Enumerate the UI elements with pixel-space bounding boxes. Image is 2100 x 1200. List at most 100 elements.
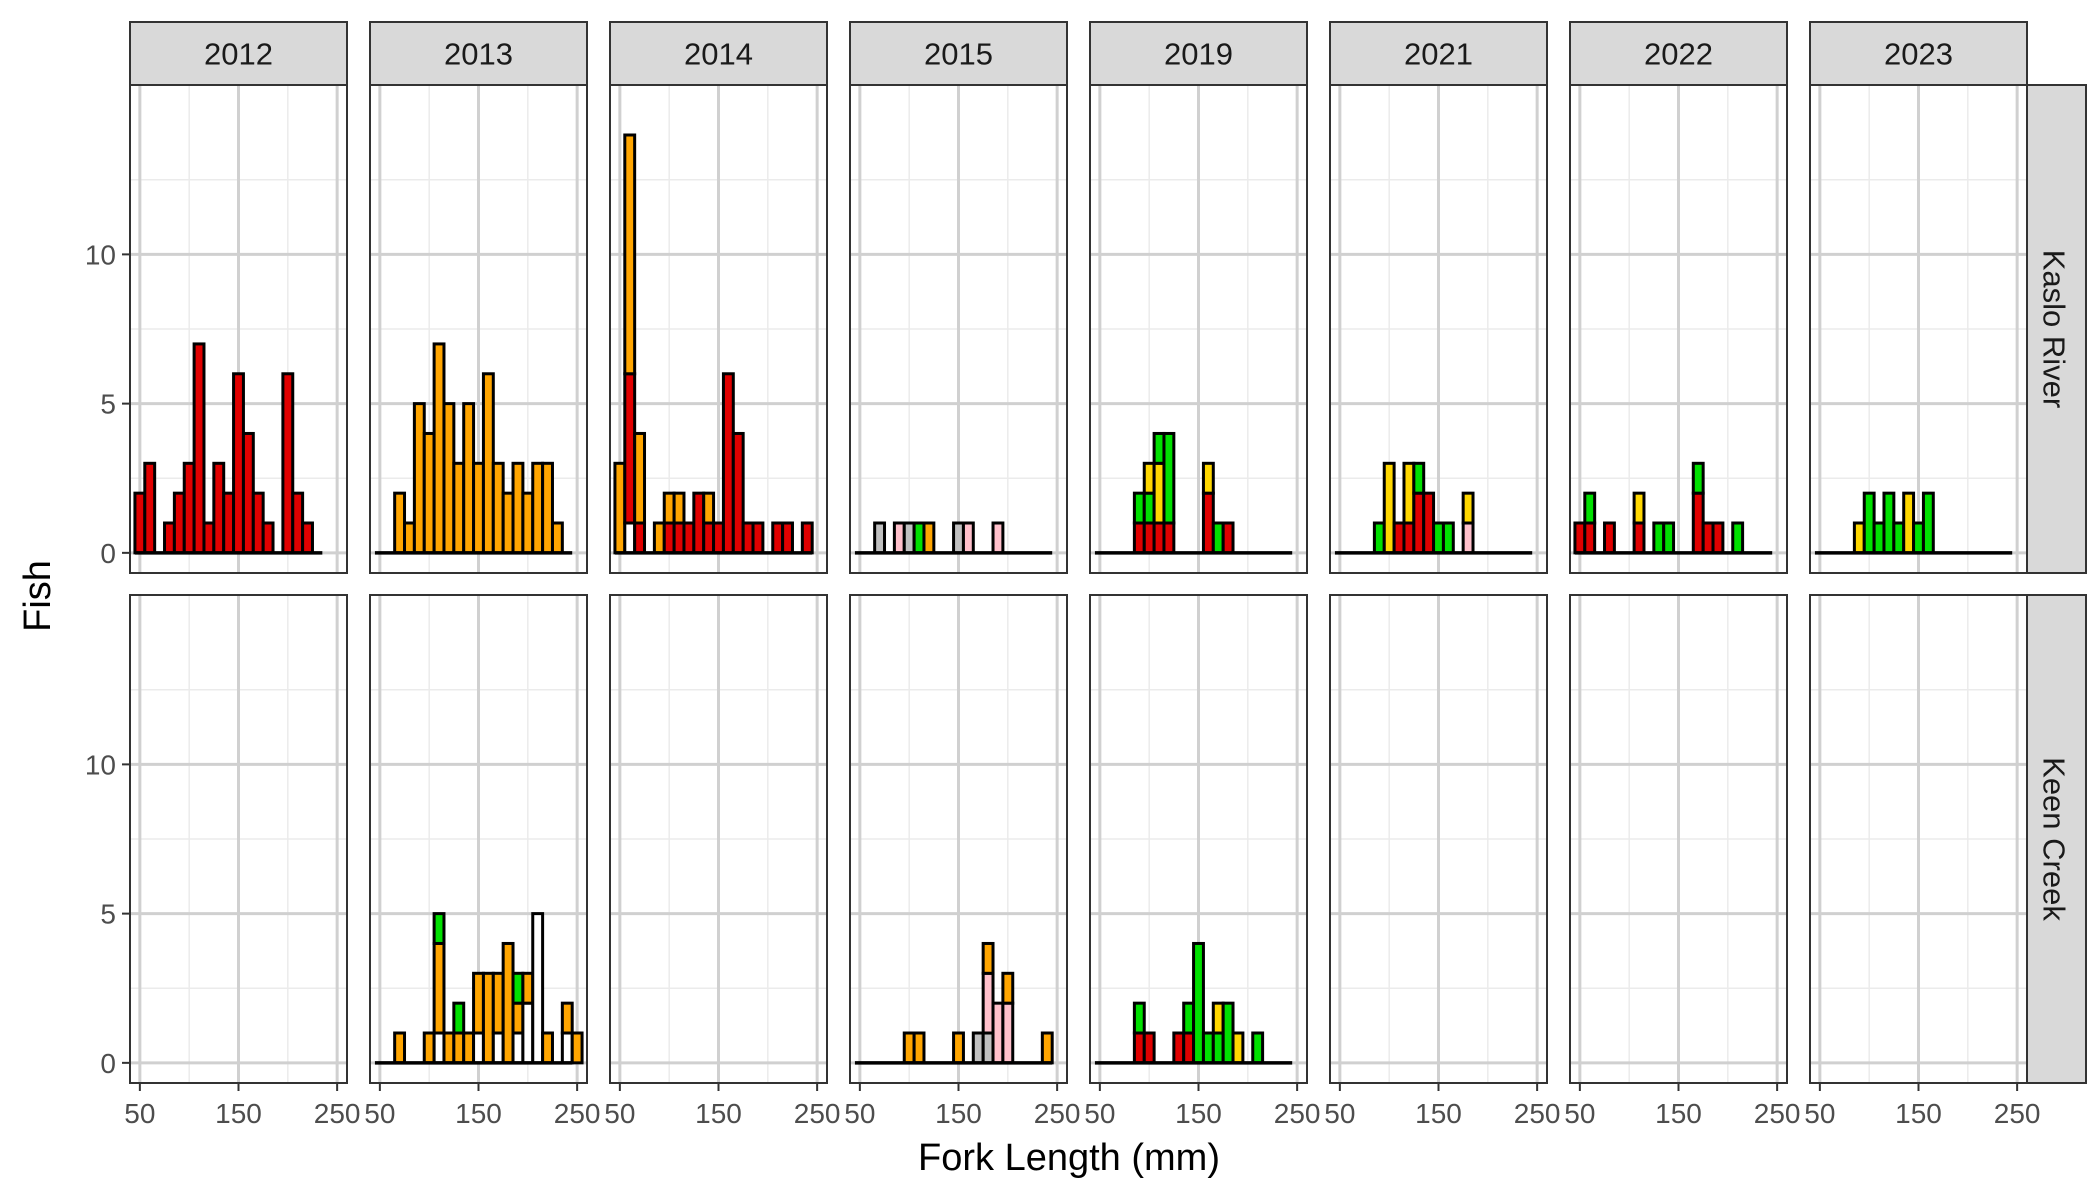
panel-border (1089, 84, 1308, 574)
histogram-bin (751, 521, 765, 555)
histogram-bar-green (1251, 1031, 1265, 1065)
strip-label: 2014 (684, 37, 753, 72)
histogram-bin (1142, 1031, 1156, 1065)
strip-box (609, 21, 828, 86)
strip-label: Keen Creek (2037, 757, 2072, 921)
facet-strip-2015: 2015 (849, 21, 1068, 86)
panel-kaslo-river-2023 (1809, 84, 2028, 574)
x-tick-label: 250 (1034, 1098, 1081, 1129)
histogram-bar-red (261, 521, 275, 555)
panel-border (1809, 84, 2028, 574)
histogram-bar-red (781, 521, 794, 555)
histogram-bar-orange (922, 521, 936, 555)
histogram-bin (1461, 491, 1475, 555)
histogram-bar-orange (560, 1001, 574, 1035)
histogram-bar-orange (570, 1031, 584, 1065)
histogram-bar-red (1583, 521, 1597, 555)
x-tick-label: 50 (1564, 1098, 1595, 1129)
x-tick-label: 150 (935, 1098, 982, 1129)
panel-kaslo-river-2013 (369, 84, 588, 574)
histogram-bin (1632, 491, 1646, 555)
histogram-bar-gold (1231, 1031, 1245, 1065)
histogram-bar-green (1691, 461, 1705, 495)
histogram-bar-red (143, 461, 157, 555)
y-tick-label: 0 (100, 1048, 116, 1079)
histogram-bin (143, 461, 157, 555)
strip-label: 2022 (1644, 37, 1713, 72)
x-tick-label: 150 (1415, 1098, 1462, 1129)
panel-border (609, 84, 828, 574)
strip-label: 2015 (924, 37, 993, 72)
y-axis-title: Fish (17, 560, 59, 632)
facet-strip-2014: 2014 (609, 21, 828, 86)
histogram-bar-red (751, 521, 765, 555)
histogram-bin (1441, 521, 1455, 555)
histogram-bar-orange (1001, 971, 1015, 1005)
histogram-bar-green (1412, 461, 1426, 495)
histogram-bar-green (1162, 431, 1176, 525)
strip-box (849, 21, 1068, 86)
panel-keen-creek-2023 (1809, 594, 2028, 1084)
panel-border (1329, 84, 1548, 574)
histogram-bin (261, 521, 275, 555)
histogram-bar-gold (1461, 491, 1475, 525)
histogram-bar-red (1162, 521, 1176, 555)
histogram-bar-grey (873, 521, 887, 555)
panel-border (1329, 594, 1548, 1084)
facet-strip-2021: 2021 (1329, 21, 1548, 86)
x-tick-label: 150 (1895, 1098, 1942, 1129)
x-tick-label: 50 (604, 1098, 635, 1129)
histogram-bin (800, 521, 814, 555)
panel-keen-creek-2012 (129, 594, 348, 1084)
histogram-bin (1921, 491, 1935, 555)
histogram-bin (873, 521, 887, 555)
strip-box (129, 21, 348, 86)
x-tick-label: 250 (1994, 1098, 2041, 1129)
histogram-bar-red (1142, 1031, 1156, 1065)
strip-label: 2012 (204, 37, 273, 72)
histogram-bin (952, 1031, 965, 1065)
panel-border (849, 594, 1068, 1084)
x-tick-label: 250 (1274, 1098, 1321, 1129)
x-tick-label: 50 (1804, 1098, 1835, 1129)
panel-keen-creek-2019 (1089, 594, 1308, 1084)
x-axis-2019: 50 150 250 (1084, 1083, 1320, 1129)
histogram-bar-orange (633, 431, 647, 525)
x-axis-2014: 50 150 250 (604, 1083, 840, 1129)
x-tick-label: 250 (314, 1098, 361, 1129)
panel-border (369, 594, 588, 1084)
histogram-bin (301, 521, 314, 555)
strip-box (369, 21, 588, 86)
panel-kaslo-river-2014 (609, 84, 828, 574)
histogram-bar-orange (672, 491, 686, 525)
facet-strip-2012: 2012 (129, 21, 348, 86)
histogram-bin (991, 521, 1005, 555)
panel-kaslo-river-2012 (129, 84, 348, 574)
histogram-bin (1711, 521, 1725, 555)
histogram-bin (1583, 491, 1597, 555)
x-tick-label: 50 (124, 1098, 155, 1129)
histogram-bar-red (301, 521, 314, 555)
histogram-bin (1603, 521, 1616, 555)
histogram-bar-red (1711, 521, 1725, 555)
facet-strip-2019: 2019 (1089, 21, 1308, 86)
histogram-bar-green (452, 1001, 466, 1035)
histogram-bin (570, 1031, 584, 1065)
strip-label: 2023 (1884, 37, 1953, 72)
x-tick-label: 250 (1514, 1098, 1561, 1129)
facet-panels: 2012 2013 2014 2015 2019 2021 2022 2023 Kaslo Ri… (85, 21, 2087, 1129)
histogram-bin (393, 1031, 407, 1065)
histogram-bar-green (1662, 521, 1676, 555)
x-axis-2022: 50 150 250 (1564, 1083, 1800, 1129)
histogram-bar-orange (702, 491, 716, 525)
histogram-bar-green (1731, 521, 1745, 555)
x-tick-label: 250 (1754, 1098, 1801, 1129)
x-axis-2012: 50 150 250 (124, 1083, 360, 1129)
x-axis-2023: 50 150 250 (1804, 1083, 2040, 1129)
x-tick-label: 150 (455, 1098, 502, 1129)
histogram-bar-pink (961, 521, 975, 555)
panel-border (849, 84, 1068, 574)
facet-strip-2022: 2022 (1569, 21, 1788, 86)
histogram-bar-green (432, 912, 446, 945)
